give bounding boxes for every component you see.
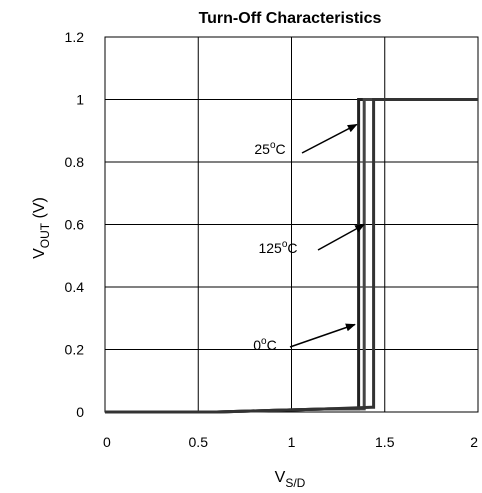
grid-lines bbox=[104, 36, 479, 413]
plot-frame bbox=[104, 36, 479, 413]
x-tick-label: 2 bbox=[470, 434, 478, 450]
annotation-value: 125 bbox=[258, 240, 282, 256]
y-axis-label: VOUT (V) bbox=[31, 197, 52, 259]
y-tick-label: 1.2 bbox=[65, 29, 85, 45]
y-axis-label-sub: OUT bbox=[38, 222, 52, 248]
temperature-annotation: 0oC bbox=[253, 336, 276, 353]
annotation-arrow bbox=[289, 323, 356, 348]
y-tick-label: 0.2 bbox=[65, 342, 85, 358]
x-axis-label-main: V bbox=[275, 469, 286, 486]
annotation-arrow bbox=[301, 123, 358, 154]
y-axis-label-unit: (V) bbox=[31, 197, 48, 223]
y-tick-label: 0.6 bbox=[65, 217, 85, 233]
annotation-degree: o bbox=[282, 239, 288, 250]
y-tick-label: 0.8 bbox=[65, 154, 85, 170]
series-line bbox=[105, 98, 478, 414]
y-axis-label-main: V bbox=[31, 248, 48, 259]
y-axis-ticks: 0 0.2 0.4 0.6 0.8 1 1.2 bbox=[65, 29, 85, 420]
x-axis-label: VS/D bbox=[275, 469, 306, 490]
x-tick-label: 1 bbox=[288, 434, 296, 450]
temperature-annotation: 25oC bbox=[254, 140, 285, 157]
temperature-annotation: 125oC bbox=[258, 239, 297, 256]
series-layer bbox=[105, 98, 478, 414]
y-tick-label: 0.4 bbox=[65, 279, 85, 295]
annotation-unit: C bbox=[267, 337, 277, 353]
x-axis-label-sub: S/D bbox=[285, 476, 305, 490]
annotation-degree: o bbox=[270, 140, 276, 151]
chart-title: Turn-Off Characteristics bbox=[199, 10, 382, 27]
annotation-value: 25 bbox=[254, 141, 270, 157]
x-axis-ticks: 0 0.5 1 1.5 2 bbox=[103, 434, 478, 450]
x-tick-label: 0.5 bbox=[189, 434, 209, 450]
y-tick-label: 0 bbox=[76, 404, 84, 420]
annotation-degree: o bbox=[261, 336, 267, 347]
annotation-unit: C bbox=[276, 141, 286, 157]
annotation-value: 0 bbox=[253, 337, 261, 353]
annotation-arrow bbox=[317, 223, 366, 251]
x-tick-label: 0 bbox=[103, 434, 111, 450]
x-tick-label: 1.5 bbox=[375, 434, 395, 450]
annotation-unit: C bbox=[287, 240, 297, 256]
y-tick-label: 1 bbox=[76, 92, 84, 108]
